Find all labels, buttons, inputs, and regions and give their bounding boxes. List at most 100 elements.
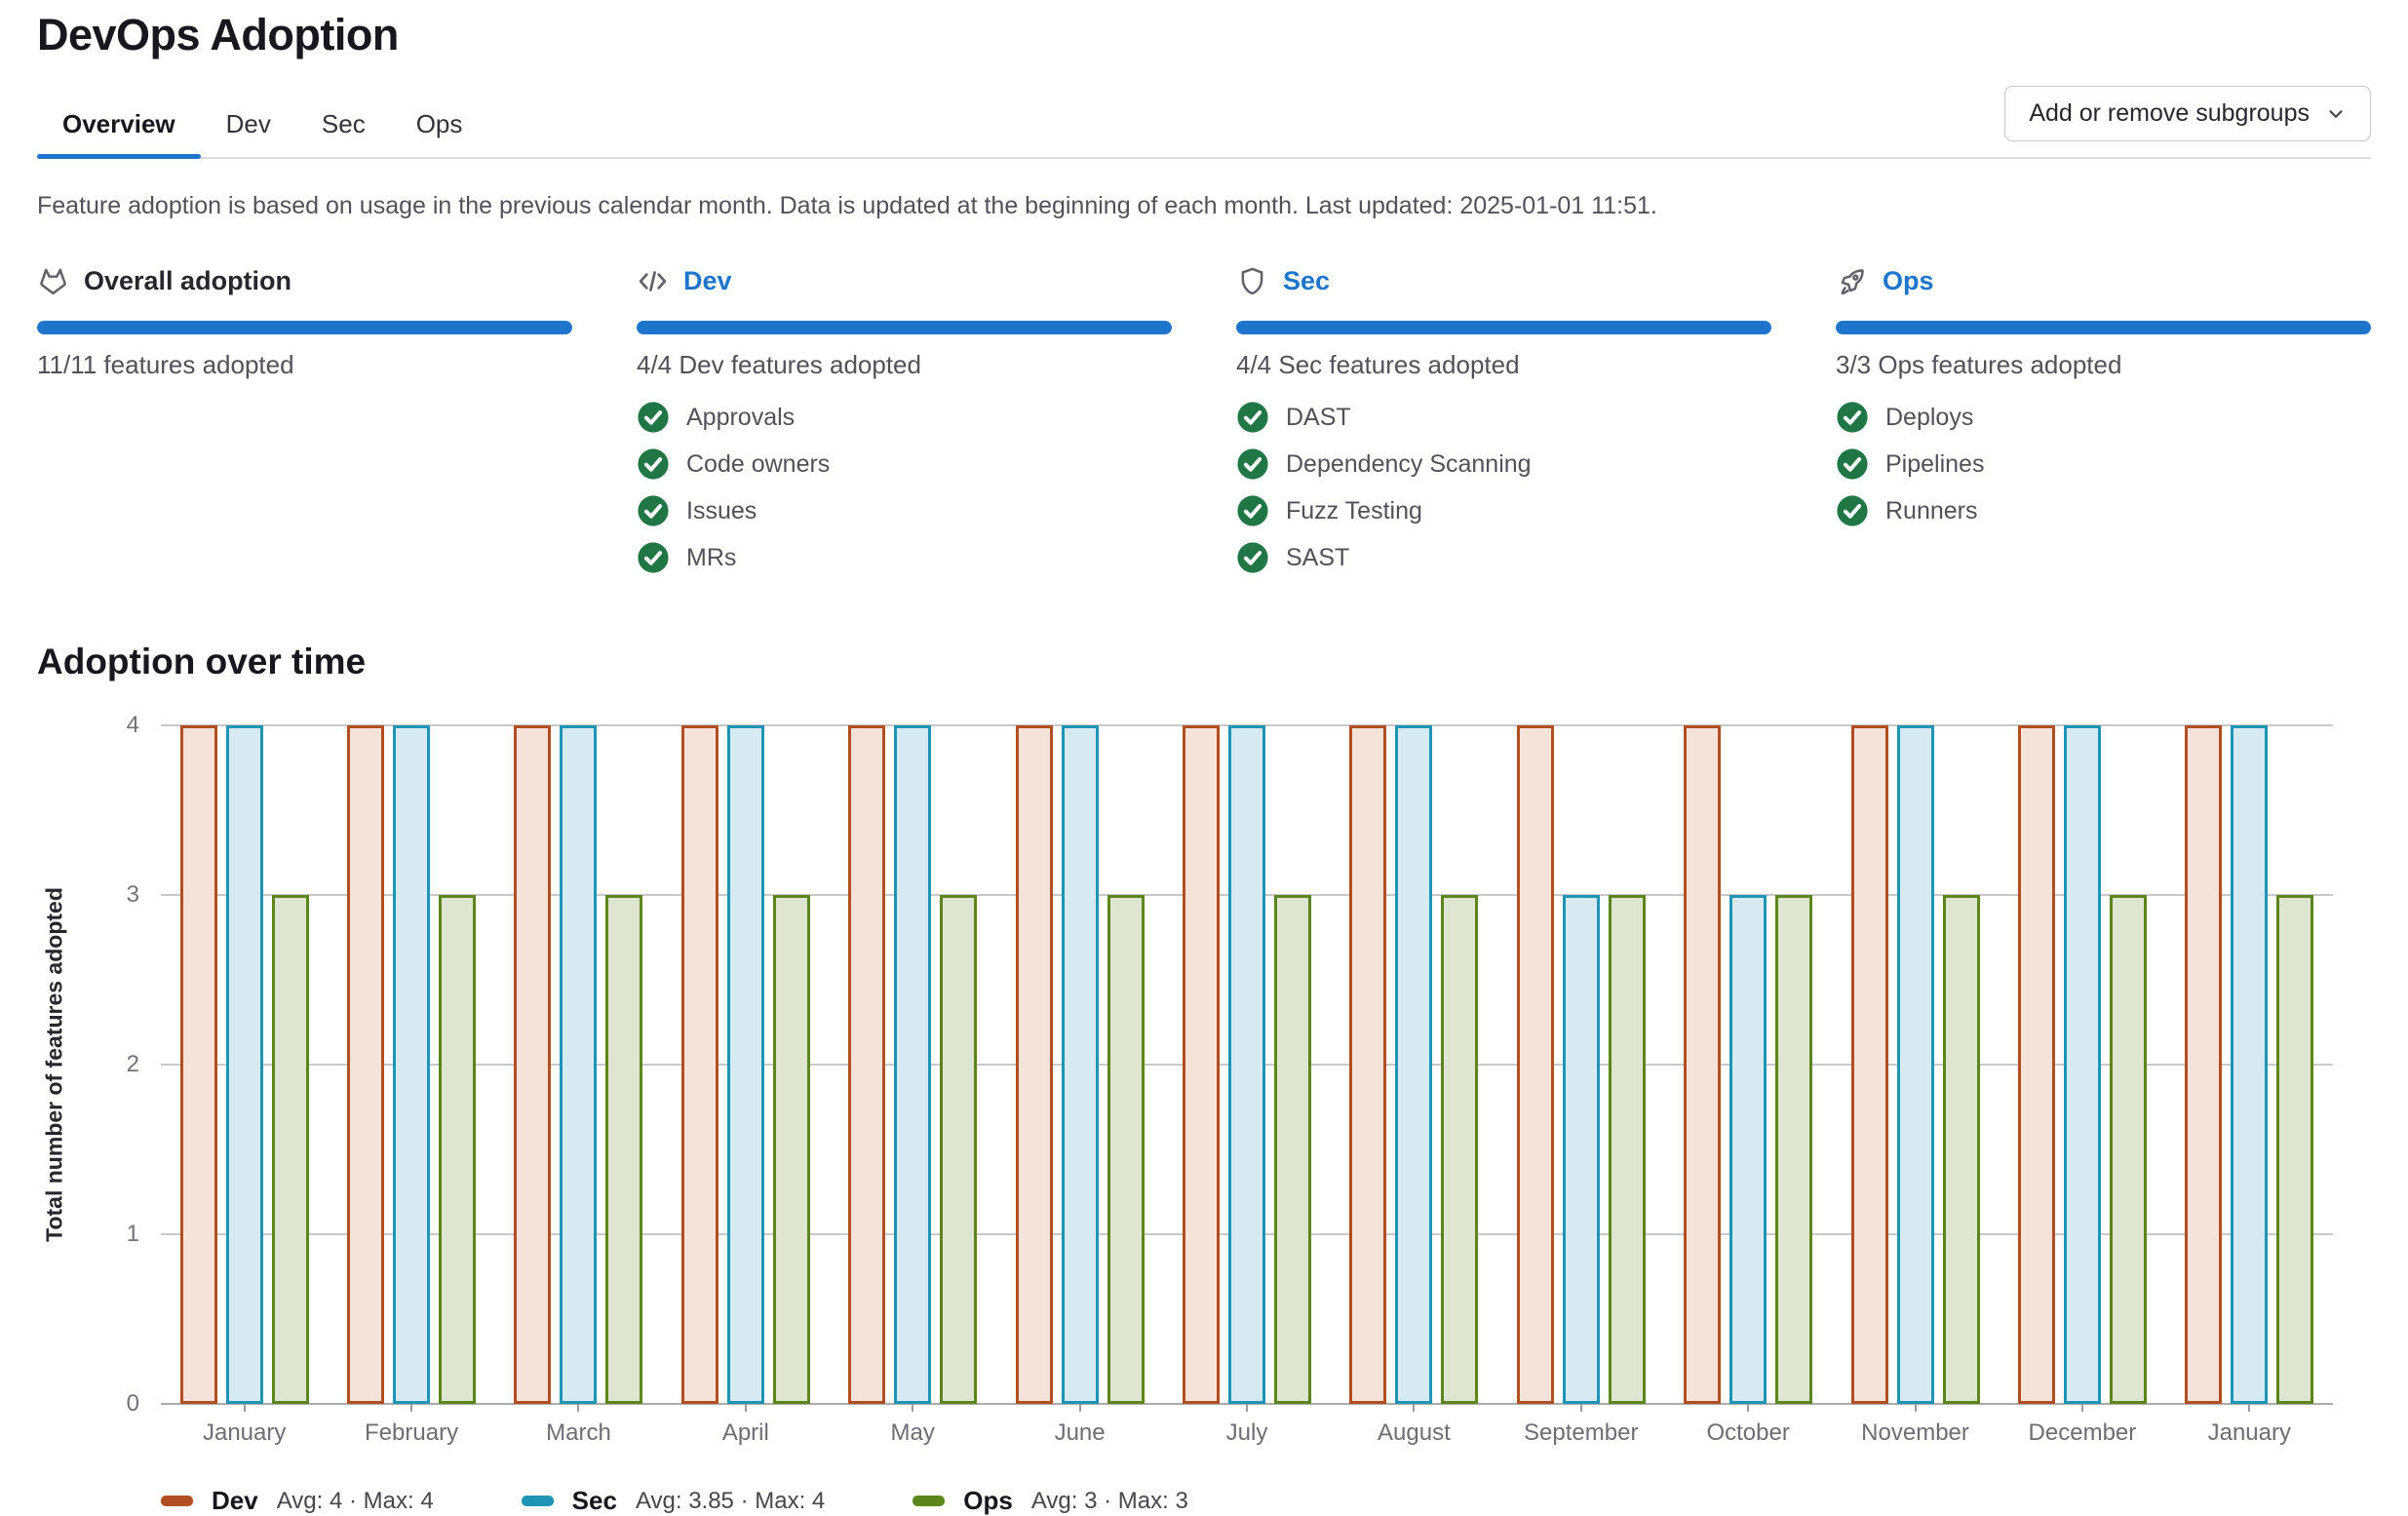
ops-bar-june-5[interactable] [1107, 895, 1145, 1404]
ops-bar-december-11[interactable] [2109, 895, 2147, 1404]
feature-label: Code owners [686, 449, 831, 478]
sec-bar-january-0[interactable] [225, 725, 263, 1404]
adoption-card-dev: Dev 4/4 Dev features adopted Approvals Code… [637, 265, 1172, 581]
ops-bar-may-4[interactable] [940, 895, 978, 1404]
sec-bar-february-1[interactable] [393, 725, 431, 1404]
sec-bar-august-7[interactable] [1395, 725, 1433, 1404]
ops-bar-november-10[interactable] [1942, 895, 1980, 1404]
check-circle-icon [1236, 401, 1269, 434]
bar-group-september-8: September [1497, 725, 1664, 1446]
card-title[interactable]: Ops [1883, 266, 1934, 295]
feature-list: DAST Dependency Scanning Fuzz Testing SAST [1236, 394, 1771, 581]
card-caption: 11/11 features adopted [37, 350, 294, 379]
ops-bar-april-3[interactable] [772, 895, 810, 1404]
dev-bar-january-12[interactable] [2185, 725, 2223, 1404]
x-axis-label-december-11: December [2028, 1419, 2137, 1446]
dev-bar-january-0[interactable] [179, 725, 217, 1404]
progress-fill [637, 321, 1172, 334]
sec-bar-march-2[interactable] [560, 725, 598, 1404]
x-axis-label-august-7: August [1378, 1419, 1451, 1446]
feature-label: Approvals [686, 403, 796, 431]
bar-group-october-9: October [1664, 725, 1831, 1446]
legend-item-ops[interactable]: Ops Avg: 3 · Max: 3 [913, 1486, 1188, 1516]
progress-fill [1836, 321, 2371, 334]
bar-group-july-6: July [1163, 725, 1330, 1446]
dev-bar-march-2[interactable] [514, 725, 552, 1404]
dev-bar-august-7[interactable] [1349, 725, 1387, 1404]
feature-item: Deploys [1836, 394, 2371, 441]
sec-bar-july-6[interactable] [1227, 725, 1265, 1404]
card-title[interactable]: Dev [683, 266, 732, 295]
add-remove-subgroups-label: Add or remove subgroups [2029, 99, 2310, 127]
dev-bar-december-11[interactable] [2017, 725, 2055, 1404]
card-title[interactable]: Sec [1283, 266, 1331, 295]
card-header: Ops [1836, 265, 2371, 297]
ops-bar-february-1[interactable] [439, 895, 477, 1404]
tab-sec[interactable]: Sec [321, 109, 366, 138]
x-axis-label-november-10: November [1861, 1419, 1969, 1446]
check-circle-icon [1236, 494, 1269, 527]
feature-item: SAST [1236, 534, 1771, 581]
feature-label: Runners [1885, 496, 1978, 525]
feature-item: Code owners [637, 441, 1172, 487]
y-tick-label-4: 4 [126, 712, 139, 738]
legend-item-sec[interactable]: Sec Avg: 3.85 · Max: 4 [521, 1486, 825, 1516]
dev-bar-june-5[interactable] [1015, 725, 1053, 1404]
dev-bar-october-9[interactable] [1684, 725, 1722, 1404]
ops-bar-march-2[interactable] [605, 895, 643, 1404]
x-axis-label-april-3: April [721, 1419, 769, 1446]
bar-group-january-0: January [161, 725, 328, 1446]
shield-icon [1236, 265, 1268, 297]
tab-dev[interactable]: Dev [225, 109, 271, 138]
x-axis-label-july-6: July [1225, 1419, 1268, 1446]
ops-bar-september-8[interactable] [1608, 895, 1646, 1404]
legend-series-stats: Avg: 3 · Max: 3 [1030, 1487, 1188, 1514]
sec-bar-september-8[interactable] [1562, 895, 1600, 1404]
x-axis-label-september-8: September [1524, 1419, 1639, 1446]
sec-bar-january-12[interactable] [2231, 725, 2269, 1404]
sec-bar-june-5[interactable] [1061, 725, 1099, 1404]
feature-item: Runners [1836, 487, 2371, 534]
feature-label: DAST [1286, 403, 1351, 431]
add-remove-subgroups-button[interactable]: Add or remove subgroups [2004, 86, 2371, 141]
ops-bar-october-9[interactable] [1775, 895, 1813, 1404]
bar-group-august-7: August [1331, 725, 1497, 1446]
tab-ops[interactable]: Ops [415, 109, 463, 138]
ops-bar-august-7[interactable] [1441, 895, 1479, 1404]
y-axis-title: Total number of features adopted [41, 887, 67, 1242]
dev-bar-september-8[interactable] [1516, 725, 1554, 1404]
sec-bar-april-3[interactable] [726, 725, 764, 1404]
feature-label: SAST [1286, 543, 1350, 571]
bar-group-march-2: March [495, 725, 662, 1446]
sec-bar-october-9[interactable] [1729, 895, 1767, 1404]
ops-bar-january-0[interactable] [271, 895, 309, 1404]
check-circle-icon [1236, 541, 1269, 574]
tab-overview[interactable]: Overview [37, 92, 201, 159]
dev-bar-november-10[interactable] [1850, 725, 1888, 1404]
x-tick-4 [912, 1404, 914, 1412]
dev-bar-july-6[interactable] [1182, 725, 1220, 1404]
sec-bar-december-11[interactable] [2063, 725, 2101, 1404]
sec-bar-november-10[interactable] [1896, 725, 1934, 1404]
ops-legend-swatch [913, 1496, 946, 1506]
adoption-progress-bar [1836, 321, 2371, 334]
legend-item-dev[interactable]: Dev Avg: 4 · Max: 4 [161, 1486, 434, 1516]
dev-bar-april-3[interactable] [680, 725, 719, 1404]
feature-label: Fuzz Testing [1286, 496, 1422, 525]
sec-bar-may-4[interactable] [894, 725, 932, 1404]
chart-plot-area: 0 1 2 3 4 January February March April May June Jul… [127, 714, 2333, 1446]
ops-bar-july-6[interactable] [1273, 895, 1311, 1404]
ops-bar-january-12[interactable] [2276, 895, 2314, 1404]
x-axis-label-may-4: May [890, 1419, 935, 1446]
bar-group-may-4: May [830, 725, 996, 1446]
tab-bar: Overview Dev Sec Ops Add or remove subgr… [37, 86, 2371, 159]
feature-item: DAST [1236, 394, 1771, 441]
bar-group-january-12: January [2166, 725, 2333, 1446]
feature-label: Issues [686, 496, 757, 525]
dev-bar-may-4[interactable] [848, 725, 886, 1404]
card-header: Overall adoption [37, 265, 572, 297]
dev-bar-february-1[interactable] [347, 725, 385, 1404]
legend-series-name: Ops [963, 1486, 1013, 1515]
adoption-card-overall-adoption: Overall adoption 11/11 features adopted [37, 265, 572, 581]
y-tick-label-1: 1 [126, 1221, 139, 1247]
